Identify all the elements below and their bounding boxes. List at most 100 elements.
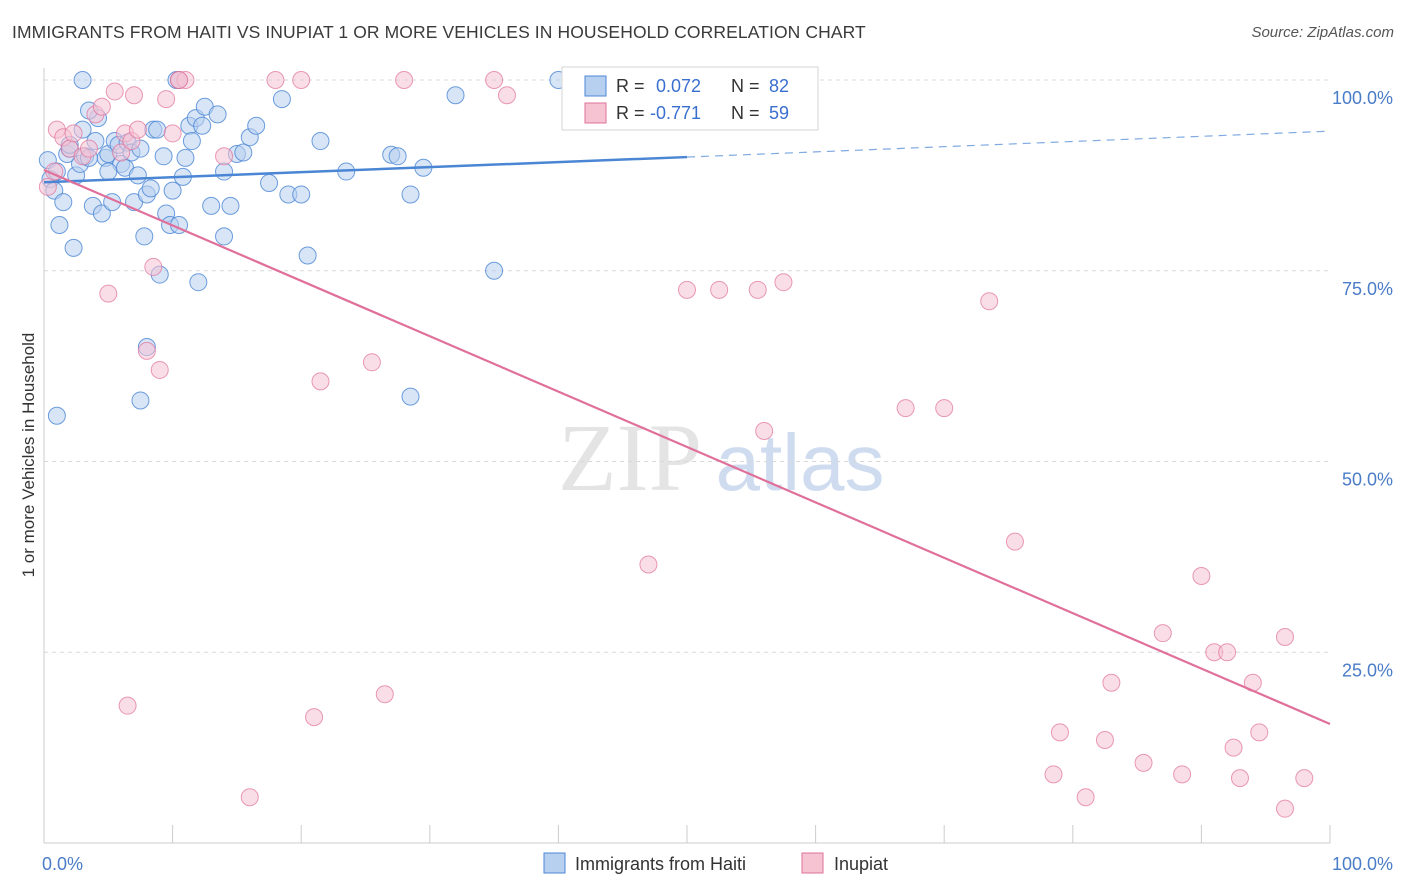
inupiat-point xyxy=(1134,753,1153,772)
haiti-point xyxy=(131,391,150,410)
watermark-atlas: atlas xyxy=(716,418,885,507)
inupiat-point xyxy=(170,71,189,89)
inupiat-point xyxy=(128,120,147,139)
y-tick-label: 25.0% xyxy=(1342,660,1393,680)
haiti-point xyxy=(221,196,240,215)
legend-n-value-haiti: 82 xyxy=(769,76,789,96)
bottom-legend-swatch-haiti xyxy=(543,852,566,874)
inupiat-point xyxy=(1295,769,1314,788)
haiti-point xyxy=(446,86,465,105)
haiti-point xyxy=(135,227,154,246)
inupiat-point xyxy=(748,280,767,299)
haiti-point xyxy=(401,185,420,204)
legend-r-value-haiti: 0.072 xyxy=(656,76,701,96)
stats-legend: R = 0.072 N = 82 R = -0.771 N = 59 xyxy=(561,66,819,131)
inupiat-point xyxy=(1224,738,1243,757)
legend-swatch-inupiat xyxy=(584,102,607,124)
haiti-point xyxy=(163,181,182,200)
haiti-point xyxy=(176,148,195,167)
inupiat-point xyxy=(105,82,124,101)
inupiat-point xyxy=(163,124,182,143)
x-tick-labels: 0.0% 100.0% xyxy=(42,854,1393,874)
chart-title: IMMIGRANTS FROM HAITI VS INUPIAT 1 OR MO… xyxy=(12,22,866,42)
inupiat-point xyxy=(1218,643,1237,662)
series-haiti-points xyxy=(38,71,568,425)
legend-r-label-inupiat: R = xyxy=(616,103,645,123)
haiti-trend-extension xyxy=(686,130,1331,158)
inupiat-point xyxy=(1173,765,1192,784)
inupiat-point xyxy=(305,708,324,727)
inupiat-point xyxy=(375,685,394,704)
inupiat-trend-line xyxy=(43,169,1331,725)
inupiat-point xyxy=(497,86,516,105)
inupiat-point xyxy=(150,360,169,379)
inupiat-point xyxy=(215,147,234,166)
grid-lines xyxy=(44,79,1330,653)
inupiat-point xyxy=(1275,799,1294,818)
inupiat-point xyxy=(137,341,156,360)
inupiat-point xyxy=(240,788,259,807)
legend-r-value-inupiat: -0.771 xyxy=(650,103,701,123)
inupiat-point xyxy=(395,71,414,89)
haiti-point xyxy=(54,193,73,212)
inupiat-point xyxy=(678,280,696,299)
legend-swatch-haiti xyxy=(584,75,607,97)
haiti-point xyxy=(234,143,253,162)
inupiat-point xyxy=(1005,532,1024,551)
y-axis-title: 1 or more Vehicles in Household xyxy=(19,333,38,578)
legend-r-label-haiti: R = xyxy=(616,76,645,96)
legend-n-label-inupiat: N = xyxy=(731,103,760,123)
inupiat-point xyxy=(118,696,137,715)
inupiat-point xyxy=(125,86,144,105)
axes xyxy=(43,68,1331,844)
bottom-legend-label-haiti: Immigrants from Haiti xyxy=(575,854,746,874)
y-tick-labels: 25.0% 50.0% 75.0% 100.0% xyxy=(1332,88,1393,680)
haiti-point xyxy=(99,162,118,181)
inupiat-point xyxy=(292,71,311,89)
inupiat-point xyxy=(485,71,504,89)
inupiat-point xyxy=(896,399,915,418)
legend-n-value-inupiat: 59 xyxy=(769,103,789,123)
series-inupiat-points xyxy=(38,71,1314,818)
inupiat-point xyxy=(1076,788,1095,807)
inupiat-point xyxy=(935,399,954,418)
y-tick-label: 50.0% xyxy=(1342,470,1393,490)
haiti-point xyxy=(47,406,66,425)
bottom-legend-swatch-inupiat xyxy=(801,852,824,874)
inupiat-point xyxy=(311,372,330,391)
inupiat-point xyxy=(1102,673,1121,692)
inupiat-point xyxy=(1250,723,1269,742)
haiti-point xyxy=(388,147,407,166)
haiti-point xyxy=(73,71,92,89)
watermark-zip: ZIP xyxy=(558,404,702,511)
inupiat-point xyxy=(1044,765,1063,784)
inupiat-point xyxy=(80,139,99,158)
series-legend: Immigrants from Haiti Inupiat xyxy=(543,852,888,874)
inupiat-point xyxy=(362,353,381,372)
haiti-point xyxy=(189,273,208,292)
inupiat-point xyxy=(1095,730,1114,749)
haiti-point xyxy=(193,116,212,135)
haiti-point xyxy=(141,179,160,198)
bottom-legend-label-inupiat: Inupiat xyxy=(834,854,888,874)
haiti-point xyxy=(292,185,311,204)
x-tick-label: 100.0% xyxy=(1332,854,1393,874)
haiti-point xyxy=(215,162,234,181)
y-tick-label: 100.0% xyxy=(1332,88,1393,108)
chart-source: Source: ZipAtlas.com xyxy=(1251,24,1394,41)
inupiat-point xyxy=(639,555,658,574)
inupiat-point xyxy=(710,280,729,299)
inupiat-point xyxy=(1050,723,1069,742)
haiti-point xyxy=(64,238,83,257)
inupiat-point xyxy=(774,273,793,292)
inupiat-point xyxy=(144,257,163,276)
haiti-point xyxy=(247,116,266,135)
inupiat-point xyxy=(112,143,131,162)
haiti-point xyxy=(272,90,291,109)
inupiat-point xyxy=(980,292,999,311)
haiti-point xyxy=(182,132,201,151)
inupiat-point xyxy=(755,421,774,440)
y-tick-label: 75.0% xyxy=(1342,279,1393,299)
inupiat-point xyxy=(1192,566,1211,585)
